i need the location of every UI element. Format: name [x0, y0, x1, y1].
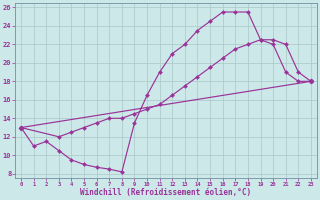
X-axis label: Windchill (Refroidissement éolien,°C): Windchill (Refroidissement éolien,°C) [80, 188, 252, 197]
